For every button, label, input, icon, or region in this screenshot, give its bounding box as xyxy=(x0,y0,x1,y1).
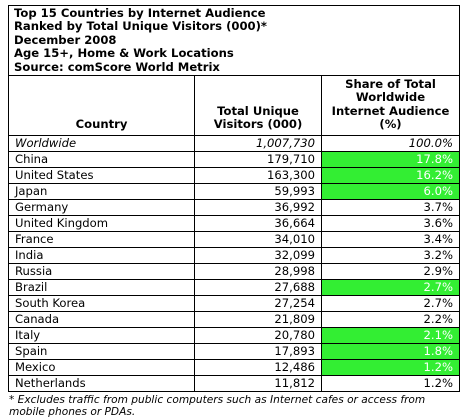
cell-visitors: 27,254 xyxy=(194,295,322,313)
table-row: South Korea 27,254 2.7% xyxy=(8,295,460,313)
table-row: Italy 20,780 2.1% xyxy=(8,327,460,345)
table-row: Spain 17,893 1.8% xyxy=(8,343,460,361)
cell-share: 3.6% xyxy=(321,215,460,233)
cell-visitors: 12,486 xyxy=(194,359,322,377)
table-row: United Kingdom 36,664 3.6% xyxy=(8,215,460,233)
cell-share: 2.1% xyxy=(321,327,460,345)
table-row: Japan 59,993 6.0% xyxy=(8,183,460,201)
cell-share: 3.2% xyxy=(321,247,460,265)
title-line: Age 15+, Home & Work Locations xyxy=(14,46,234,61)
table-row: Germany 36,992 3.7% xyxy=(8,199,460,217)
table-row: Mexico 12,486 1.2% xyxy=(8,359,460,377)
cell-share: 16.2% xyxy=(321,167,460,185)
cell-share: 2.7% xyxy=(321,295,460,313)
cell-country: United States xyxy=(8,167,195,185)
table-row: Brazil 27,688 2.7% xyxy=(8,279,460,297)
title-line: Source: comScore World Metrix xyxy=(14,59,220,74)
cell-visitors: 21,809 xyxy=(194,311,322,329)
table-row: Canada 21,809 2.2% xyxy=(8,311,460,329)
table-row: Russia 28,998 2.9% xyxy=(8,263,460,281)
column-header-country: Country xyxy=(8,75,195,137)
cell-country: Netherlands xyxy=(8,375,195,393)
cell-visitors: 11,812 xyxy=(194,375,322,393)
cell-country: Brazil xyxy=(8,279,195,297)
column-header-share: Share of Total Worldwide Internet Audien… xyxy=(321,75,460,137)
cell-share: 3.4% xyxy=(321,231,460,249)
cell-visitors: 20,780 xyxy=(194,327,322,345)
cell-country: Worldwide xyxy=(8,135,195,153)
cell-share: 2.9% xyxy=(321,263,460,281)
cell-country: Japan xyxy=(8,183,195,201)
cell-country: Russia xyxy=(8,263,195,281)
cell-share: 2.2% xyxy=(321,311,460,329)
table-row: Netherlands 11,812 1.2% xyxy=(8,375,460,393)
cell-country: Italy xyxy=(8,327,195,345)
cell-share: 2.7% xyxy=(321,279,460,297)
table-row: China 179,710 17.8% xyxy=(8,151,460,169)
column-header-visitors: Total Unique Visitors (000) xyxy=(194,75,322,137)
footnote: * Excludes traffic from public computers… xyxy=(9,394,426,419)
cell-visitors: 179,710 xyxy=(194,151,322,169)
cell-visitors: 27,688 xyxy=(194,279,322,297)
table-row: France 34,010 3.4% xyxy=(8,231,460,249)
cell-share: 17.8% xyxy=(321,151,460,169)
title-line: Ranked by Total Unique Visitors (000)* xyxy=(14,19,267,34)
cell-visitors: 163,300 xyxy=(194,167,322,185)
cell-country: China xyxy=(8,151,195,169)
cell-country: South Korea xyxy=(8,295,195,313)
cell-share: 1.2% xyxy=(321,375,460,393)
cell-share: 1.2% xyxy=(321,359,460,377)
cell-visitors: 17,893 xyxy=(194,343,322,361)
cell-country: Mexico xyxy=(8,359,195,377)
cell-country: India xyxy=(8,247,195,265)
internet-audience-table: Top 15 Countries by Internet Audience Ra… xyxy=(8,4,460,393)
cell-share: 3.7% xyxy=(321,199,460,217)
cell-visitors: 32,099 xyxy=(194,247,322,265)
cell-share: 6.0% xyxy=(321,183,460,201)
table-row: India 32,099 3.2% xyxy=(8,247,460,265)
title-line: December 2008 xyxy=(14,32,117,47)
cell-share: 1.8% xyxy=(321,343,460,361)
title-line: Top 15 Countries by Internet Audience xyxy=(14,6,266,20)
table-body: Worldwide 1,007,730 100.0% China 179,710 17.8… xyxy=(8,135,460,393)
table-row: United States 163,300 16.2% xyxy=(8,167,460,185)
cell-country: Spain xyxy=(8,343,195,361)
cell-visitors: 59,993 xyxy=(194,183,322,201)
column-header-row: Country Total Unique Visitors (000) Shar… xyxy=(8,75,460,137)
cell-country: Canada xyxy=(8,311,195,329)
cell-share: 100.0% xyxy=(321,135,460,153)
cell-visitors: 36,992 xyxy=(194,199,322,217)
data-table-container: Top 15 Countries by Internet Audience Ra… xyxy=(8,4,460,419)
cell-country: France xyxy=(8,231,195,249)
cell-country: Germany xyxy=(8,199,195,217)
cell-country: United Kingdom xyxy=(8,215,195,233)
cell-visitors: 1,007,730 xyxy=(194,135,322,153)
table-title-block: Top 15 Countries by Internet Audience Ra… xyxy=(8,4,460,77)
cell-visitors: 28,998 xyxy=(194,263,322,281)
cell-visitors: 34,010 xyxy=(194,231,322,249)
table-row: Worldwide 1,007,730 100.0% xyxy=(8,135,460,153)
cell-visitors: 36,664 xyxy=(194,215,322,233)
